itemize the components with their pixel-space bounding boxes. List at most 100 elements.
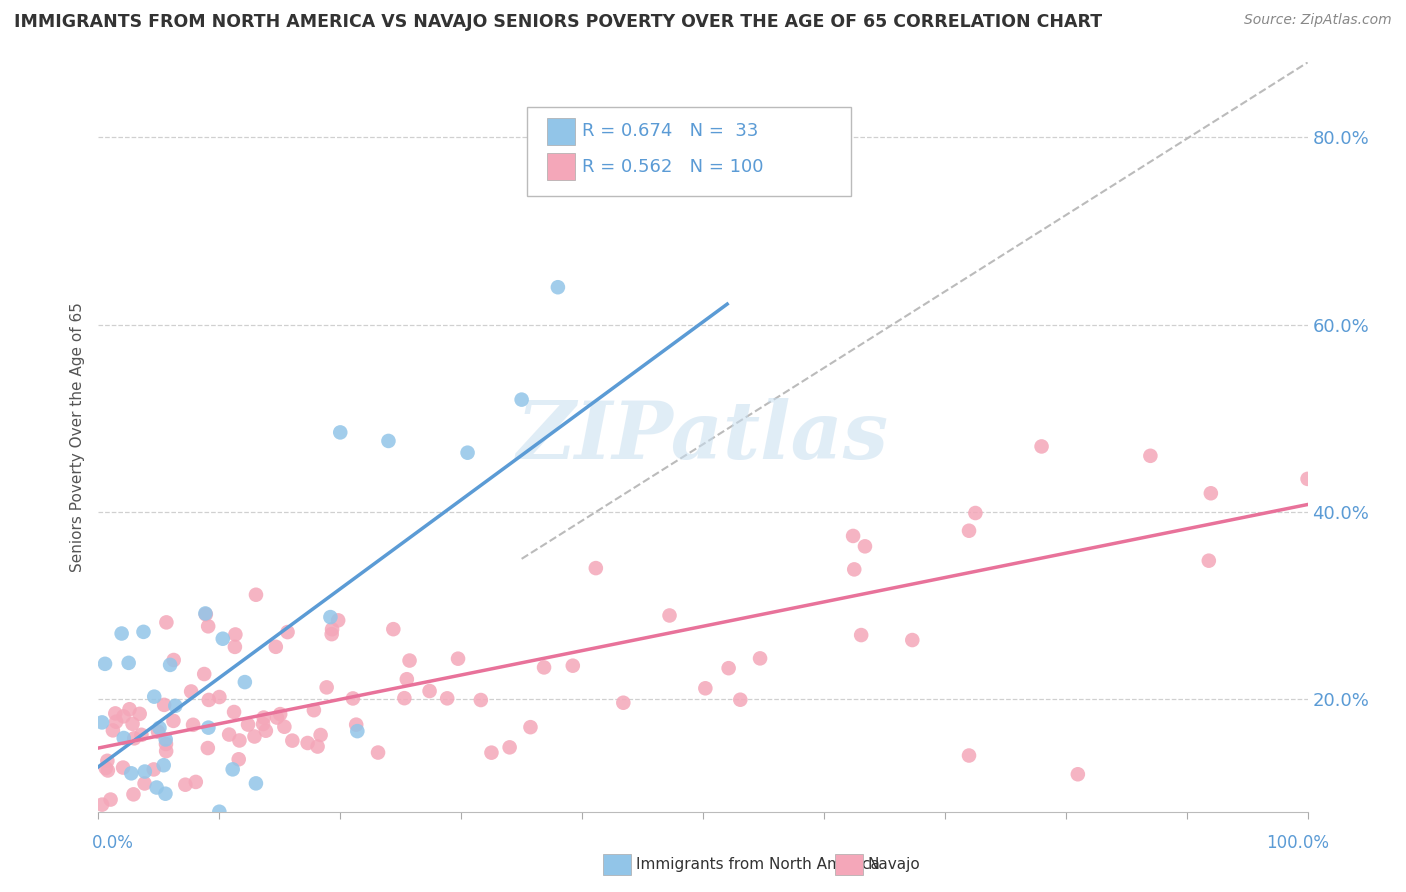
Point xyxy=(547,280,569,294)
Point xyxy=(367,746,389,760)
Y-axis label: Seniors Poverty Over the Age of 65: Seniors Poverty Over the Age of 65 xyxy=(69,302,84,572)
Point xyxy=(94,761,117,775)
Point xyxy=(155,737,177,751)
Point xyxy=(344,717,367,731)
Point xyxy=(120,766,142,780)
Point xyxy=(342,691,364,706)
Point xyxy=(148,721,170,735)
Point xyxy=(180,684,202,698)
Point xyxy=(585,561,607,575)
Point xyxy=(1198,554,1220,568)
Point xyxy=(302,703,325,717)
Point xyxy=(224,640,246,654)
Point xyxy=(112,731,135,745)
Point xyxy=(155,732,177,747)
Point xyxy=(315,681,337,695)
Point xyxy=(730,692,752,706)
Point xyxy=(208,805,231,819)
Point xyxy=(436,816,458,830)
Point xyxy=(901,633,924,648)
Point xyxy=(96,754,118,768)
Point xyxy=(211,632,233,646)
Point xyxy=(153,698,176,712)
Point xyxy=(658,608,681,623)
Point xyxy=(122,731,145,746)
Point xyxy=(307,739,329,754)
Text: 0.0%: 0.0% xyxy=(91,834,134,852)
Point xyxy=(228,733,250,747)
Point xyxy=(111,626,134,640)
Point xyxy=(321,627,343,641)
Text: 100.0%: 100.0% xyxy=(1265,834,1329,852)
Point xyxy=(245,588,267,602)
Point xyxy=(197,741,219,756)
Point xyxy=(145,780,167,795)
Point xyxy=(695,681,717,696)
Point xyxy=(198,693,221,707)
Point xyxy=(155,744,177,758)
Point xyxy=(100,792,122,806)
Point xyxy=(398,654,420,668)
Point xyxy=(208,690,231,704)
Point xyxy=(243,730,266,744)
Point xyxy=(228,752,250,766)
Point xyxy=(112,709,135,723)
Point xyxy=(118,702,141,716)
Point xyxy=(470,693,492,707)
Point xyxy=(162,814,184,828)
Point xyxy=(395,672,418,686)
Point xyxy=(118,656,141,670)
Point xyxy=(957,748,980,763)
Point xyxy=(1031,440,1053,453)
Point xyxy=(155,615,177,630)
Point xyxy=(165,698,187,713)
Point xyxy=(94,891,117,892)
Point xyxy=(309,728,332,742)
Point xyxy=(277,625,299,640)
Point xyxy=(197,721,219,735)
Point xyxy=(717,661,740,675)
Point xyxy=(159,657,181,672)
Point xyxy=(181,718,204,732)
Point xyxy=(965,506,987,520)
Text: R = 0.562   N = 100: R = 0.562 N = 100 xyxy=(582,158,763,176)
Point xyxy=(163,653,186,667)
Point xyxy=(152,758,174,772)
Point xyxy=(1067,767,1090,781)
Point xyxy=(245,776,267,790)
Point xyxy=(122,788,145,802)
Point xyxy=(128,706,150,721)
Point xyxy=(134,764,156,779)
Point xyxy=(236,717,259,731)
Point xyxy=(132,624,155,639)
Point xyxy=(184,775,207,789)
Point xyxy=(146,724,169,739)
Point xyxy=(273,720,295,734)
Point xyxy=(253,710,276,724)
Point xyxy=(510,392,533,407)
Point xyxy=(174,778,197,792)
Point xyxy=(266,710,288,724)
Point xyxy=(218,727,240,741)
Point xyxy=(121,716,143,731)
Point xyxy=(329,425,352,440)
Point xyxy=(382,622,405,636)
Point xyxy=(321,622,343,636)
Point xyxy=(377,434,399,448)
Point xyxy=(159,814,181,829)
Point xyxy=(155,787,177,801)
Point xyxy=(97,764,120,778)
Point xyxy=(447,651,470,665)
Point xyxy=(94,860,117,874)
Point xyxy=(1199,486,1222,500)
Point xyxy=(457,446,479,460)
Point xyxy=(844,562,866,576)
Point xyxy=(142,763,165,777)
Point xyxy=(162,714,184,728)
Point xyxy=(269,707,291,722)
Point xyxy=(105,714,128,729)
Text: IMMIGRANTS FROM NORTH AMERICA VS NAVAJO SENIORS POVERTY OVER THE AGE OF 65 CORRE: IMMIGRANTS FROM NORTH AMERICA VS NAVAJO … xyxy=(14,13,1102,31)
Point xyxy=(264,640,287,654)
Point xyxy=(101,723,124,738)
Point xyxy=(131,728,153,742)
